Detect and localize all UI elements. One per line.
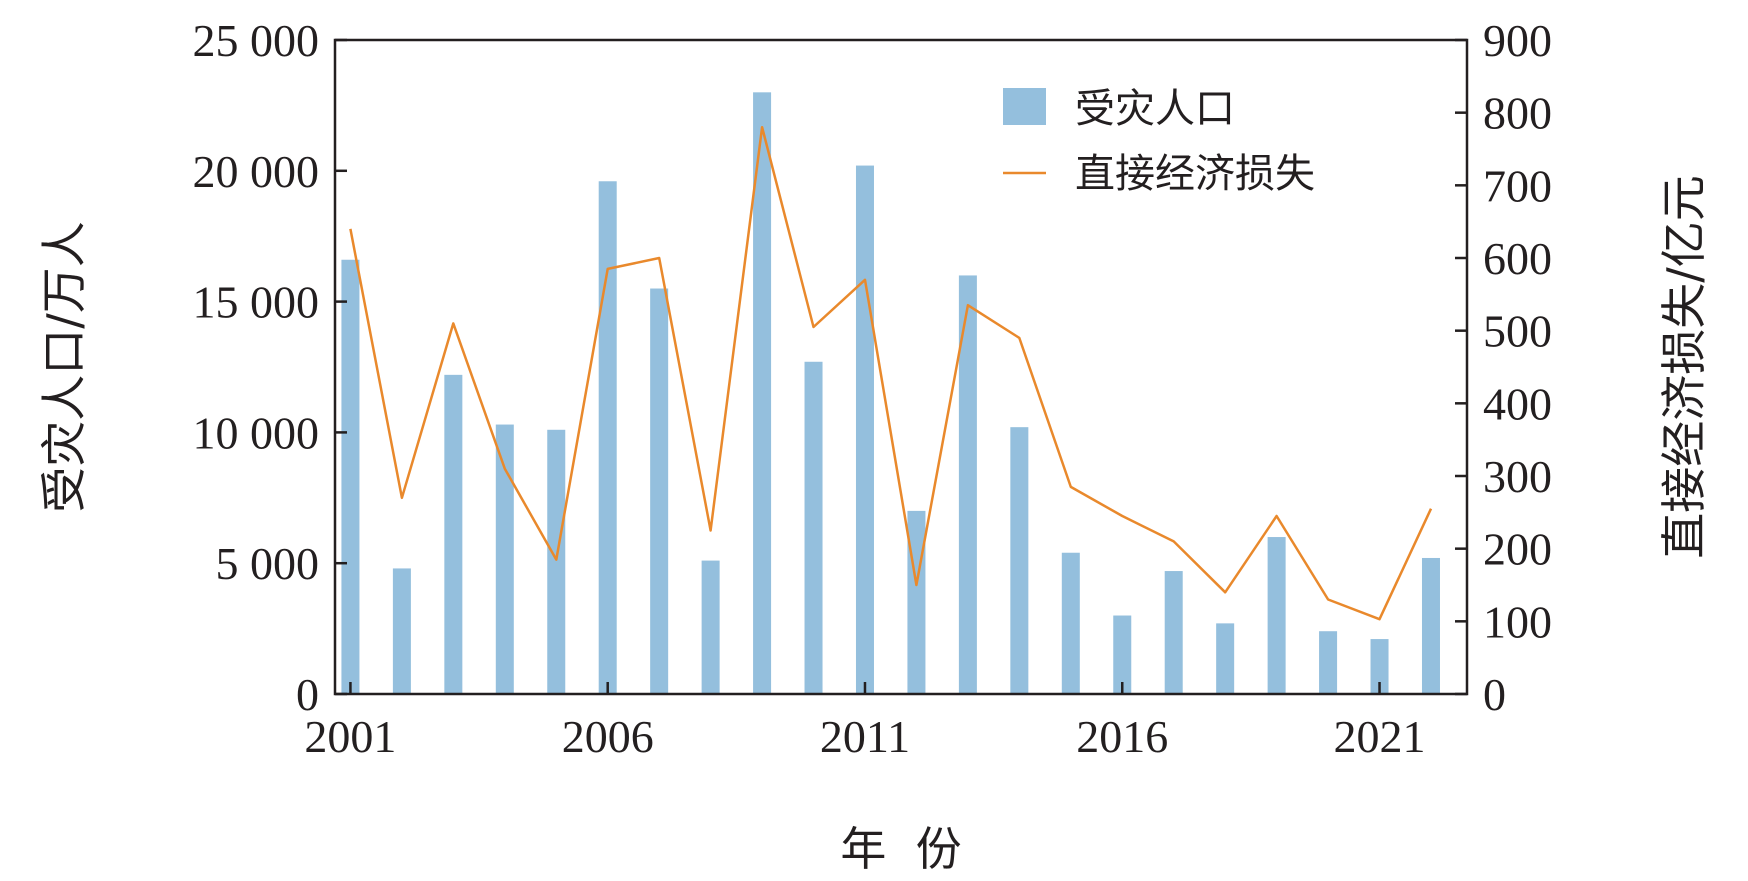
right-tick-label: 100 bbox=[1483, 596, 1552, 647]
bar-2012 bbox=[907, 510, 926, 694]
bar-2022 bbox=[1421, 557, 1440, 694]
right-tick-label: 700 bbox=[1483, 160, 1552, 211]
x-axis: 2001 2006 2011 2016 2021 bbox=[304, 682, 1426, 762]
bar-2007 bbox=[650, 288, 669, 694]
bar-2010 bbox=[804, 361, 823, 694]
bar-2001 bbox=[341, 259, 360, 694]
left-tick-label: 25 000 bbox=[193, 15, 320, 66]
bar-2013 bbox=[958, 275, 977, 694]
left-tick-label: 10 000 bbox=[193, 407, 320, 458]
bar-2003 bbox=[444, 374, 463, 694]
bar-2019 bbox=[1267, 537, 1286, 694]
plot-frame bbox=[333, 38, 1469, 696]
bar-2005 bbox=[547, 429, 566, 694]
right-tick-label: 900 bbox=[1483, 15, 1552, 66]
line-economic-loss bbox=[349, 125, 1433, 621]
right-tick-label: 300 bbox=[1483, 451, 1552, 502]
right-tick-label: 200 bbox=[1483, 524, 1552, 575]
left-y-axis-title: 受灾人口/万人 bbox=[37, 221, 91, 513]
bar-2015 bbox=[1061, 552, 1080, 694]
left-y-axis: 0 5 000 10 000 15 000 20 000 25 000 bbox=[193, 15, 347, 720]
right-tick-label: 800 bbox=[1483, 88, 1552, 139]
x-axis-title: 年 份 bbox=[840, 822, 961, 876]
right-tick-label: 600 bbox=[1483, 233, 1552, 284]
left-tick-label: 15 000 bbox=[193, 277, 320, 328]
right-y-axis-title: 直接经济损失/亿元 bbox=[1657, 175, 1711, 559]
bar-2004 bbox=[495, 424, 514, 694]
bar-2014 bbox=[1010, 427, 1029, 694]
x-tick-label: 2006 bbox=[562, 711, 654, 762]
bar-2018 bbox=[1216, 623, 1235, 694]
x-tick-label: 2011 bbox=[820, 711, 910, 762]
right-tick-label: 400 bbox=[1483, 378, 1552, 429]
right-tick-label: 500 bbox=[1483, 306, 1552, 357]
bars-population bbox=[341, 92, 1440, 694]
bar-2021 bbox=[1370, 639, 1389, 694]
bar-2017 bbox=[1164, 571, 1183, 694]
legend-label-economic-loss: 直接经济损失 bbox=[1075, 151, 1315, 197]
right-tick-label: 0 bbox=[1483, 669, 1506, 720]
bar-2011 bbox=[855, 165, 874, 694]
left-tick-label: 0 bbox=[296, 669, 319, 720]
x-tick-label: 2021 bbox=[1334, 711, 1426, 762]
bar-2016 bbox=[1113, 615, 1132, 694]
bar-2009 bbox=[753, 92, 772, 694]
bar-2008 bbox=[701, 560, 720, 694]
x-tick-label: 2001 bbox=[304, 711, 396, 762]
legend: 受灾人口 直接经济损失 bbox=[1003, 86, 1315, 197]
bar-2020 bbox=[1319, 631, 1338, 694]
x-tick-label: 2016 bbox=[1076, 711, 1168, 762]
bar-2002 bbox=[392, 568, 411, 694]
legend-swatch-population bbox=[1003, 88, 1046, 125]
legend-label-population: 受灾人口 bbox=[1075, 86, 1235, 132]
left-tick-label: 5 000 bbox=[216, 538, 320, 589]
right-y-axis: 0 100 200 300 400 500 600 700 800 900 bbox=[1455, 15, 1552, 720]
bar-2006 bbox=[598, 181, 617, 694]
left-tick-label: 20 000 bbox=[193, 146, 320, 197]
